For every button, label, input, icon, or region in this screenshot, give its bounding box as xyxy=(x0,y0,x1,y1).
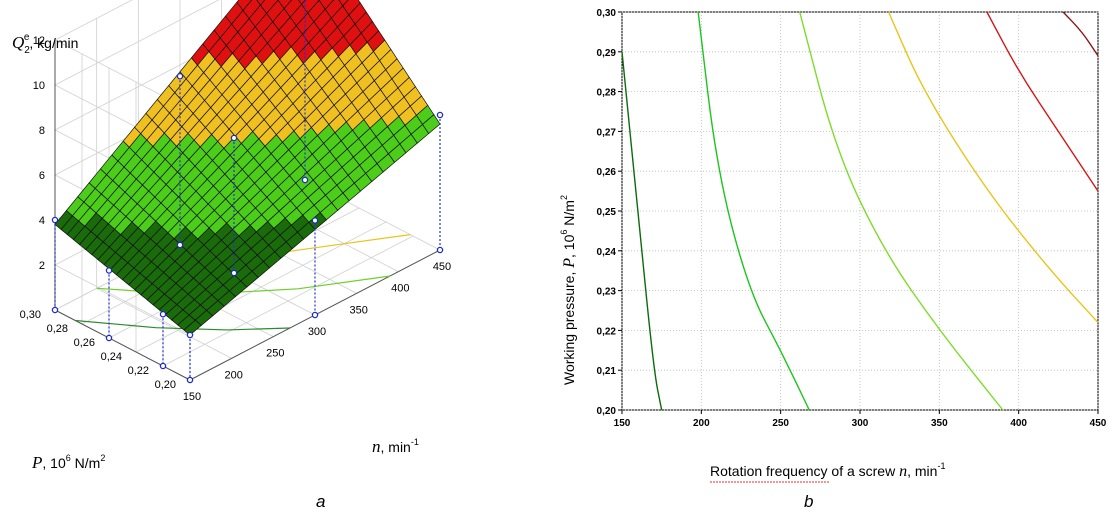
surface-plot: 12 10 8 6 4 2 0,30 0,28 0,26 0,24 0,22 0,20 150 200 25… xyxy=(12,0,452,472)
data-point-projection xyxy=(301,176,309,184)
z-tick-label: 2 xyxy=(39,260,45,272)
data-point-projection xyxy=(230,269,238,277)
data-point-projection xyxy=(436,246,444,254)
p-tick-label: 0,24 xyxy=(101,351,122,363)
contour-line-6 xyxy=(1062,11,1099,57)
data-point-projection xyxy=(51,306,59,314)
n-tick-label: 300 xyxy=(308,326,326,338)
x-axis-label: n, min-1 xyxy=(372,437,419,456)
contour-line-5 xyxy=(986,11,1099,192)
y-tick-label: 0,29 xyxy=(597,48,617,59)
axis-ticks: 150 200 250 300 350 400 450 0,30 0,29 0,28 0,27 0,2… xyxy=(597,8,1107,429)
y-tick-label: 0,21 xyxy=(597,366,617,377)
y-tick-label: 0,24 xyxy=(597,247,617,258)
y-tick-label: 0,30 xyxy=(597,8,617,19)
axis-line xyxy=(54,309,191,381)
z-tick-label: 4 xyxy=(39,215,45,227)
n-tick-label: 450 xyxy=(433,261,451,273)
n-tick-label: 400 xyxy=(391,283,409,295)
data-point-projection xyxy=(105,334,113,342)
surface-cell xyxy=(183,319,202,336)
contour-line-4 xyxy=(887,11,1099,323)
surface-mesh xyxy=(54,0,441,336)
x-tick-label: 300 xyxy=(852,418,869,429)
n-tick-label: 150 xyxy=(183,391,201,403)
contour-lines xyxy=(621,11,1099,411)
panel-letter-b: b xyxy=(804,492,814,511)
data-point xyxy=(105,267,113,274)
z-tick-label: 6 xyxy=(39,170,45,182)
x-tick-label: 200 xyxy=(693,418,710,429)
data-point xyxy=(436,111,444,119)
z-axis-label: Q2e, kg/min xyxy=(12,32,78,56)
x-tick-label: 400 xyxy=(1010,418,1027,429)
contour-plot: 150 200 250 300 350 400 450 0,30 0,29 0,28 0,27 0,2… xyxy=(559,8,1107,483)
axis-ticks: 12 10 8 6 4 2 0,30 0,28 0,26 0,24 0,22 0,20 150 200 25… xyxy=(20,35,452,403)
y-tick-label: 0,27 xyxy=(597,127,617,138)
data-point xyxy=(176,73,184,80)
p-tick-label: 0,28 xyxy=(47,323,68,335)
n-tick-label: 350 xyxy=(349,304,367,316)
z-tick-label: 10 xyxy=(33,80,45,92)
data-point xyxy=(311,217,319,224)
p-tick-label: 0,30 xyxy=(20,309,41,321)
data-point xyxy=(159,310,167,318)
contour-line-2 xyxy=(697,11,810,411)
contour-line-1 xyxy=(621,51,663,411)
floor-grid-line xyxy=(96,287,232,359)
n-tick-label: 200 xyxy=(224,369,242,381)
p-tick-label: 0,22 xyxy=(128,365,149,377)
z-tick-label: 8 xyxy=(39,125,45,137)
data-point-projection xyxy=(176,241,184,249)
n-tick-label: 250 xyxy=(266,348,284,360)
data-point-projection xyxy=(186,376,194,384)
data-point-projection xyxy=(159,362,167,370)
surface-cell xyxy=(338,0,349,7)
data-point xyxy=(51,216,59,224)
floor-grid-line xyxy=(162,235,414,367)
y-tick-label: 0,25 xyxy=(597,207,617,218)
y-tick-label: 0,28 xyxy=(597,88,617,99)
p-tick-label: 0,26 xyxy=(74,337,95,349)
y-tick-label: 0,23 xyxy=(597,287,617,298)
x-tick-label: 250 xyxy=(772,418,789,429)
data-point-projection xyxy=(311,311,319,319)
observation-points xyxy=(51,0,444,384)
panel-letter-a: a xyxy=(316,492,326,511)
y-tick-label: 0,26 xyxy=(597,167,617,178)
surface-cell xyxy=(256,0,266,6)
x-tick-label: 450 xyxy=(1090,418,1107,429)
z-tick-label: 12 xyxy=(33,35,45,47)
y-tick-label: 0,22 xyxy=(597,326,617,337)
x-tick-label: 150 xyxy=(614,418,631,429)
contour-line-3 xyxy=(799,11,1004,411)
data-point xyxy=(186,331,194,339)
y-axis-label: Working pressure, P, 106 N/m2 xyxy=(559,195,578,385)
x-tick-label: 350 xyxy=(931,418,948,429)
p-tick-label: 0,20 xyxy=(155,379,176,391)
x-axis-label: Rotation frequency of a screw n, min-1 xyxy=(710,461,945,480)
y-axis-label: P, 106 N/m2 xyxy=(31,453,105,472)
y-tick-label: 0,20 xyxy=(597,406,617,417)
data-point xyxy=(230,134,238,142)
surface-cell xyxy=(298,0,306,5)
